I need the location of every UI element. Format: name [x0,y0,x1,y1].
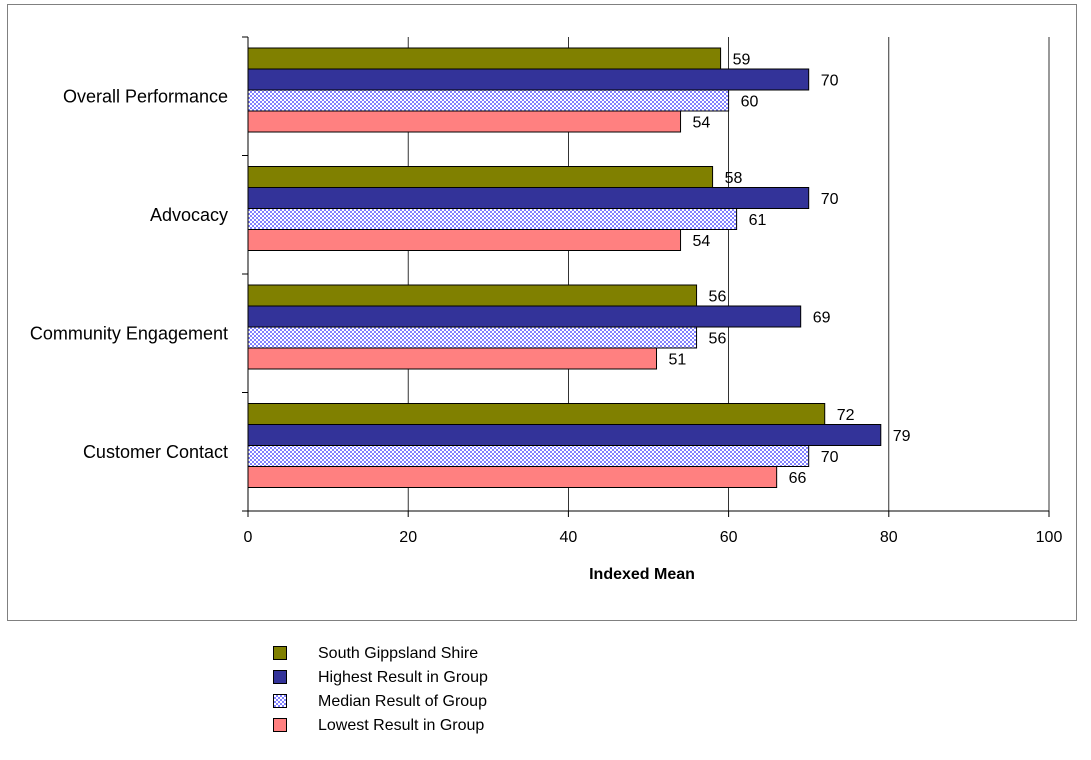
data-label: 54 [693,233,711,250]
data-label: 54 [693,115,711,132]
data-label: 60 [741,94,759,111]
data-label: 56 [709,331,727,348]
x-tick-label: 100 [1036,529,1063,546]
x-tick-label: 80 [880,529,898,546]
legend-swatch [273,670,287,684]
bar [247,326,698,349]
category-label: Advocacy [150,205,228,225]
bar [247,110,682,133]
bar [247,166,714,188]
legend: South Gippsland Shire Highest Result in G… [273,642,613,738]
bar [247,424,882,446]
bar [247,466,778,488]
data-label: 61 [749,212,767,229]
bar [247,445,810,467]
data-label: 59 [733,52,751,69]
data-label: 70 [821,73,839,90]
legend-item: Lowest Result in Group [273,714,613,738]
x-tick-label: 20 [399,529,417,546]
bar [247,89,730,112]
bar [247,68,810,91]
data-label: 70 [821,191,839,208]
x-tick-label: 0 [244,529,253,546]
bar [247,305,802,328]
bar [247,47,722,70]
chart-area: 0 20 40 60 80 100 59 70 60 54 Overall Performance 5… [7,4,1077,621]
data-label: 51 [669,352,687,369]
data-label: 72 [837,407,855,424]
legend-label: South Gippsland Shire [318,645,479,662]
legend-swatch [273,694,287,708]
data-label: 70 [821,449,839,466]
bar [247,229,682,251]
legend-label: Median Result of Group [318,693,487,710]
bar-chart: 0 20 40 60 80 100 59 70 60 54 Overall Performance 5… [30,36,1063,583]
legend-swatch [273,718,287,732]
x-axis-title: Indexed Mean [589,566,695,583]
x-tick-label: 60 [720,529,738,546]
data-label: 69 [813,310,831,327]
legend-label: Highest Result in Group [318,669,488,686]
category-label: Community Engagement [30,323,228,343]
bar [247,403,826,425]
category-label: Overall Performance [63,86,228,106]
category-label: Customer Contact [83,442,228,462]
legend-item: Median Result of Group [273,690,613,714]
data-label: 79 [893,428,911,445]
legend-item: Highest Result in Group [273,666,613,690]
data-label: 66 [789,470,807,487]
x-tick-label: 40 [560,529,578,546]
bar [247,208,738,230]
bar [247,187,810,209]
legend-swatch [273,646,287,660]
legend-label: Lowest Result in Group [318,717,485,734]
bar [247,347,658,370]
data-label: 58 [725,170,743,187]
legend-item: South Gippsland Shire [273,642,613,666]
bar [247,284,698,307]
data-label: 56 [709,289,727,306]
